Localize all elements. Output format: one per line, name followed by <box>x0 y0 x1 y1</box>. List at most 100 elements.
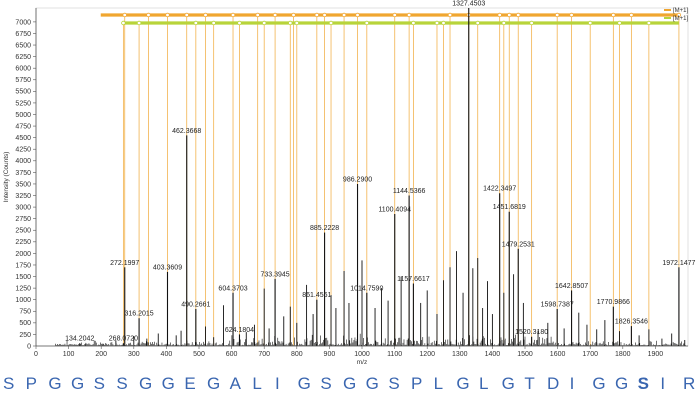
x-tick-label: 1500 <box>517 351 533 358</box>
y-tick-label: 0 <box>27 343 31 350</box>
y-tick-label: 4750 <box>15 123 31 130</box>
sequence-residue: G <box>139 374 153 393</box>
sequence-residue: S <box>116 374 128 393</box>
annotation-marker-bottom <box>411 20 416 26</box>
y-tick-label: 750 <box>19 309 31 316</box>
annotation-marker-bottom <box>441 20 446 26</box>
x-tick-label: 500 <box>193 351 205 358</box>
annotation-marker-top <box>629 12 634 18</box>
annotation-marker-bottom <box>364 20 370 26</box>
y-tick-label: 2000 <box>15 251 31 258</box>
axes: 0250500750100012501500175020002250250027… <box>15 8 688 358</box>
y-tick-label: 4000 <box>15 158 31 165</box>
annotation-marker-top <box>146 12 151 18</box>
sequence-residue: G <box>343 374 357 393</box>
sequence-residue: P <box>25 374 37 393</box>
annotation-marker-bottom <box>294 20 299 26</box>
annotation-marker-top <box>322 12 327 18</box>
annotation-marker-bottom <box>237 20 242 26</box>
annotation-marker-bottom <box>121 20 126 26</box>
peak-label: 1770.9866 <box>597 299 630 306</box>
annotation-marker-bottom <box>529 20 534 26</box>
peak-label: 1826.3546 <box>615 319 648 326</box>
annotation-marker-bottom <box>211 20 216 26</box>
x-tick-label: 100 <box>63 351 75 358</box>
sequence-residue: I <box>569 374 575 393</box>
annotation-marker-top <box>507 12 512 18</box>
sequence-residue: T <box>524 374 535 393</box>
annotation-marker-top <box>497 12 502 18</box>
annotation-marker-top <box>355 12 360 18</box>
mass-spectrum-chart: 134.2042 268.0720 272.1997 316.2015 403.3609… <box>3 1 696 367</box>
x-tick-label: 200 <box>95 351 107 358</box>
annotation-marker-bottom <box>136 20 142 26</box>
y-tick-label: 6000 <box>15 66 31 73</box>
peak-label: 1327.4503 <box>452 1 485 8</box>
sequence-residue: S <box>320 374 332 393</box>
fragment-annotation-bars <box>100 12 682 26</box>
legend-entry: [M+1] <box>673 8 689 14</box>
sequence-residue: E <box>184 374 196 393</box>
y-tick-label: 500 <box>19 320 31 327</box>
peak-label: 403.3609 <box>153 264 182 271</box>
peak-stems <box>55 8 686 346</box>
sequence-residue: I <box>660 374 666 393</box>
y-tick-label: 3750 <box>15 170 31 177</box>
annotation-marker-top <box>184 12 189 18</box>
sequence-residue: G <box>71 374 85 393</box>
annotation-marker-top <box>554 12 560 18</box>
sequence-residue: L <box>433 374 444 393</box>
annotation-marker-top <box>230 12 236 18</box>
y-tick-label: 2750 <box>15 216 31 223</box>
x-tick-label: 1400 <box>485 351 501 358</box>
annotation-marker-top <box>392 12 397 18</box>
y-tick-label: 5750 <box>15 77 31 84</box>
y-tick-label: 2500 <box>15 228 31 235</box>
sequence-residue: A <box>229 374 241 393</box>
peak-label: 316.2015 <box>124 311 153 318</box>
annotation-marker-top <box>291 12 296 18</box>
annotation-marker-bottom <box>475 20 480 26</box>
x-tick-label: 900 <box>324 351 336 358</box>
x-tick-label: 0 <box>34 351 38 358</box>
sequence-residue: L <box>252 374 262 393</box>
x-tick-label: 1700 <box>582 351 598 358</box>
peak-label: 1642.8507 <box>555 283 588 290</box>
x-tick-label: 600 <box>226 351 238 358</box>
peak-label: 861.4561 <box>302 292 331 299</box>
annotation-marker-top <box>255 12 260 18</box>
peak-label: 1598.7387 <box>541 301 574 308</box>
annotation-marker-top <box>314 12 320 18</box>
legend: [M+1] [M+1] <box>664 8 689 22</box>
x-tick-label: 1100 <box>387 351 402 358</box>
sequence-residue: G <box>297 374 311 393</box>
x-tick-label: 700 <box>258 351 270 358</box>
peak-label: 1014.7590 <box>350 285 383 292</box>
y-tick-label: 4500 <box>15 135 31 142</box>
x-tick-label: 1000 <box>354 351 370 358</box>
sequence-residue: D <box>547 374 560 393</box>
y-tick-label: 1250 <box>15 286 31 293</box>
sequence-residue: G <box>365 374 379 393</box>
peak-label: 1451.6819 <box>493 204 526 211</box>
annotation-marker-bottom <box>434 20 440 26</box>
sequence-residue: S <box>637 374 649 393</box>
sequence-residue: G <box>207 374 221 393</box>
y-tick-label: 1750 <box>15 262 31 269</box>
peak-label: 1144.5366 <box>393 188 426 195</box>
peak-label: 1972.1477 <box>662 260 695 267</box>
peak-label: 604.3703 <box>218 285 247 292</box>
peak-label: 490.2661 <box>181 301 210 308</box>
x-tick-label: 1800 <box>615 351 631 358</box>
annotation-marker-top <box>611 12 616 18</box>
peak-label: 1157.6617 <box>397 276 430 283</box>
y-tick-label: 5250 <box>15 100 31 107</box>
annotation-marker-top <box>406 12 412 18</box>
x-tick-label: 1200 <box>419 351 435 358</box>
peak-label: 272.1997 <box>110 260 139 267</box>
x-tick-label: 300 <box>128 351 140 358</box>
y-tick-label: 5000 <box>15 112 31 119</box>
peak-label: 462.3668 <box>172 128 201 135</box>
sequence-residue: G <box>615 374 629 393</box>
